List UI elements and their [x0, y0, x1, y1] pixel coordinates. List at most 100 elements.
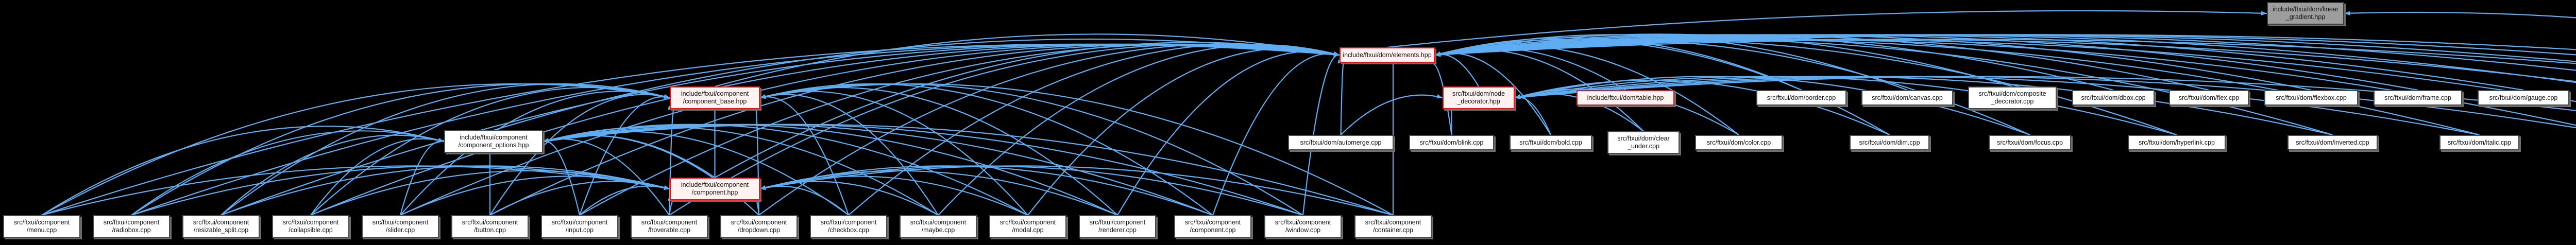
include-edge: [1514, 76, 2333, 136]
include-edge: [668, 199, 674, 216]
graph-node-cbhpp[interactable]: include/ftxui/component/component_base.h…: [670, 86, 760, 109]
include-edge: [310, 170, 670, 216]
graph-node-label: src/ftxui/dom/italic.cpp: [2448, 138, 2511, 146]
graph-node-container[interactable]: src/ftxui/component/container.cpp: [1354, 215, 1432, 238]
graph-node-label: src/ftxui/component: [641, 219, 698, 226]
graph-node-label: src/ftxui/component: [103, 219, 160, 226]
graph-node-label: _gradient.hpp: [2285, 13, 2326, 21]
graph-node-component[interactable]: src/ftxui/component/component.cpp: [1174, 215, 1251, 238]
include-edge: [489, 181, 670, 216]
include-edge: [310, 138, 445, 216]
graph-node-label: src/ftxui/dom/composite: [1978, 90, 2046, 97]
graph-node-label: src/ftxui/component: [13, 219, 70, 226]
include-edge: [400, 176, 670, 216]
include-edge: [221, 83, 670, 216]
graph-node-gauge[interactable]: src/ftxui/dom/gauge.cpp: [2478, 90, 2569, 106]
graph-node-compdec[interactable]: src/ftxui/dom/composite _decorator.cpp: [1968, 86, 2057, 109]
graph-node-frame[interactable]: src/ftxui/dom/frame.cpp: [2374, 90, 2462, 106]
graph-node-label: /modal.cpp: [1012, 226, 1044, 234]
include-edge: [131, 83, 670, 216]
include-edge: [759, 83, 1303, 216]
graph-node-label: /hoverable.cpp: [648, 226, 690, 234]
graph-node-label: src/ftxui/dom/focus.cpp: [1997, 138, 2063, 146]
graph-node-chpp[interactable]: include/ftxui/component/component.hpp: [670, 178, 760, 200]
graph-node-resizable[interactable]: src/ftxui/component/resizable_split.cpp: [182, 215, 260, 238]
include-edge: [759, 165, 1213, 216]
graph-node-hoverable[interactable]: src/ftxui/component/hoverable.cpp: [631, 215, 708, 238]
graph-node-input[interactable]: src/ftxui/component/input.cpp: [541, 215, 618, 238]
graph-node-blink[interactable]: src/ftxui/dom/blink.cpp: [1409, 135, 1494, 150]
graph-node-clearunder[interactable]: src/ftxui/dom/clear _under.cpp: [1607, 131, 1680, 154]
graph-node-label: src/ftxui/dom/flex.cpp: [2178, 94, 2240, 101]
graph-node-dropdown[interactable]: src/ftxui/component/dropdown.cpp: [720, 215, 798, 238]
graph-node-label: /resizable_split.cpp: [193, 226, 249, 234]
graph-node-border[interactable]: src/ftxui/dom/border.cpp: [1756, 90, 1846, 106]
include-edge: [489, 94, 670, 216]
include-edge-arrowhead: [1436, 94, 1443, 99]
graph-node-label: src/ftxui/dom/blink.cpp: [1419, 138, 1484, 146]
graph-node-label: include/ftxui/component: [460, 134, 528, 141]
graph-node-flex[interactable]: src/ftxui/dom/flex.cpp: [2169, 90, 2249, 106]
graph-node-automerge[interactable]: src/ftxui/dom/automerge.cpp: [1288, 135, 1394, 150]
include-edge: [1514, 76, 2480, 136]
graph-node-canvas[interactable]: src/ftxui/dom/canvas.cpp: [1861, 90, 1953, 106]
graph-node-renderer[interactable]: src/ftxui/component/renderer.cpp: [1079, 215, 1156, 238]
graph-node-collapsible[interactable]: src/ftxui/component/collapsible.cpp: [272, 215, 349, 238]
graph-node-inverted[interactable]: src/ftxui/dom/inverted.cpp: [2287, 135, 2378, 150]
include-edge: [41, 83, 670, 216]
graph-node-checkbox[interactable]: src/ftxui/component/checkbox.cpp: [810, 215, 887, 238]
graph-node-modal[interactable]: src/ftxui/component/modal.cpp: [989, 215, 1066, 238]
graph-node-label: include/ftxui/component: [681, 90, 749, 97]
include-edge: [1117, 50, 1340, 216]
graph-node-label: src/ftxui/component: [1365, 219, 1421, 226]
graph-node-color[interactable]: src/ftxui/dom/color.cpp: [1695, 135, 1783, 150]
graph-node-label: src/ftxui/dom/hyperlink.cpp: [2139, 138, 2215, 146]
include-edge: [1514, 79, 1890, 136]
graph-node-menu[interactable]: src/ftxui/component/menu.cpp: [3, 215, 80, 238]
graph-node-label: /button.cpp: [474, 226, 506, 234]
graph-node-italic[interactable]: src/ftxui/dom/italic.cpp: [2439, 135, 2519, 150]
include-edge: [759, 176, 1028, 216]
graph-node-label: src/ftxui/component: [1184, 219, 1241, 226]
graph-node-label: /dropdown.cpp: [737, 226, 780, 234]
graph-node-cohpp[interactable]: include/ftxui/component/component_option…: [444, 130, 543, 153]
graph-node-radiobox[interactable]: src/ftxui/component/radiobox.cpp: [93, 215, 170, 238]
graph-node-label: src/ftxui/dom/node: [1452, 90, 1505, 97]
include-edge-arrowhead: [1333, 51, 1340, 56]
include-edge: [543, 134, 716, 178]
graph-node-window[interactable]: src/ftxui/component/window.cpp: [1264, 215, 1342, 238]
include-edge: [543, 141, 581, 216]
graph-node-flexbox[interactable]: src/ftxui/dom/flexbox.cpp: [2264, 90, 2358, 106]
graph-node-label: include/ftxui/dom/table.hpp: [1587, 94, 1664, 101]
graph-node-dim[interactable]: src/ftxui/dom/dim.cpp: [1850, 135, 1929, 150]
graph-node-label: src/ftxui/dom/dbox.cpp: [2081, 94, 2146, 101]
include-edge: [131, 165, 670, 216]
graph-node-bold[interactable]: src/ftxui/dom/bold.cpp: [1510, 135, 1592, 150]
graph-node-dbox[interactable]: src/ftxui/dom/dbox.cpp: [2072, 90, 2155, 106]
graph-node-button[interactable]: src/ftxui/component/button.cpp: [451, 215, 529, 238]
graph-node-label: /component.hpp: [691, 189, 738, 196]
graph-node-label: /maybe.cpp: [921, 226, 955, 234]
include-edge: [848, 43, 1340, 216]
graph-node-label: src/ftxui/component: [999, 219, 1056, 226]
graph-node-hyperlink[interactable]: src/ftxui/dom/hyperlink.cpp: [2128, 135, 2226, 150]
include-edge-arrowhead: [543, 138, 549, 143]
graph-node-tablehpp[interactable]: include/ftxui/dom/table.hpp: [1577, 90, 1674, 106]
graph-node-label: /slider.cpp: [385, 226, 415, 234]
graph-node-slider[interactable]: src/ftxui/component/slider.cpp: [362, 215, 439, 238]
graph-node-label: _decorator.hpp: [1457, 98, 1500, 105]
graph-node-maybe[interactable]: src/ftxui/component/maybe.cpp: [900, 215, 977, 238]
graph-node-label: /container.cpp: [1373, 226, 1413, 234]
graph-node-ndhpp[interactable]: src/ftxui/dom/node _decorator.hpp: [1443, 86, 1515, 109]
graph-node-label: src/ftxui/dom/canvas.cpp: [1872, 94, 1943, 101]
graph-node-label: src/ftxui/component: [193, 219, 249, 226]
graph-node-lghpp[interactable]: include/ftxui/dom/linear _gradient.hpp: [2267, 2, 2344, 25]
graph-node-focus[interactable]: src/ftxui/dom/focus.cpp: [1989, 135, 2071, 150]
include-edge: [1387, 10, 2267, 48]
graph-node-label: src/ftxui/dom/automerge.cpp: [1300, 138, 1382, 146]
graph-node-elements[interactable]: include/ftxui/dom/elements.hpp: [1340, 47, 1435, 63]
graph-node-label: src/ftxui/dom/bold.cpp: [1519, 138, 1582, 146]
include-edge-arrowhead: [1435, 52, 1441, 57]
include-edge: [1434, 44, 1739, 135]
